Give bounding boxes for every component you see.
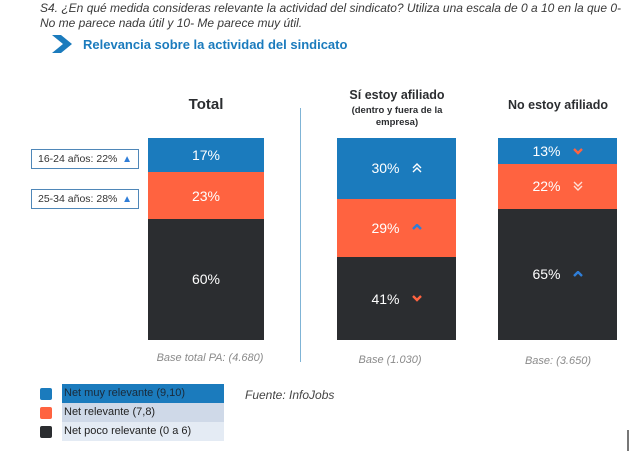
chevron-up-icon-wrap	[411, 224, 422, 231]
column-title-total: Total	[138, 97, 274, 113]
chart-subtitle: Relevancia sobre la actividad del sindic…	[52, 35, 347, 53]
age-callout-label: 25-34 años: 28%	[38, 193, 118, 205]
scrollbar-edge[interactable]	[627, 430, 629, 451]
data-label: 60%	[191, 271, 221, 288]
age-callout-label: 16-24 años: 22%	[38, 153, 118, 165]
column-title-text: Total	[188, 96, 224, 113]
chevron-down-icon	[572, 147, 583, 155]
chevron-down-icon	[411, 295, 422, 302]
chevron-up-icon	[411, 224, 422, 231]
survey-question: S4. ¿En qué medida consideras relevante …	[40, 1, 622, 30]
column-subtitle-text: (dentro y fuera de la empresa)	[351, 105, 443, 128]
legend-label: Net muy relevante (9,10)	[62, 384, 224, 403]
segment-muy-relevante: 30%	[337, 138, 456, 199]
column-title-text: No estoy afiliado	[507, 98, 609, 112]
base-label-no-afiliado: Base: (3.650)	[524, 355, 592, 367]
chevron-up-icon: ▲	[122, 153, 132, 165]
stacked-bar-no-afiliado: 13% 22% 65%	[498, 138, 617, 340]
stacked-bar-afiliado: 30% 29% 41%	[337, 138, 456, 340]
legend-item-muy-relevante[interactable]: Net muy relevante (9,10)	[40, 384, 224, 403]
base-label-total: Base total PA: (4.680)	[156, 352, 264, 364]
data-label: 13%	[532, 143, 561, 160]
chevron-up-icon: ▲	[122, 193, 132, 205]
segment-muy-relevante: 17%	[148, 138, 264, 173]
column-divider	[300, 108, 301, 362]
stacked-bar-total: 17% 23% 60%	[148, 138, 264, 340]
source-note: Fuente: InfoJobs	[245, 388, 335, 402]
column-title-afiliado: Sí estoy afiliado (dentro y fuera de la …	[317, 87, 477, 129]
segment-poco-relevante: 60%	[148, 218, 264, 340]
legend-swatch-orange	[40, 406, 52, 419]
double-chevron-up-icon	[412, 163, 422, 173]
chart-legend: Net muy relevante (9,10) Net relevante (…	[40, 384, 224, 441]
chevron-down-icon-wrap	[411, 295, 422, 302]
subtitle-text: Relevancia sobre la actividad del sindic…	[83, 36, 348, 52]
segment-poco-relevante: 41%	[337, 257, 456, 340]
double-chevron-up-icon-wrap	[412, 163, 422, 173]
chevron-right-icon	[52, 35, 72, 53]
column-title-no-afiliado: No estoy afiliado	[483, 97, 633, 113]
segment-relevante: 22%	[498, 164, 617, 209]
base-label-afiliado: Base (1.030)	[358, 354, 422, 366]
legend-label: Net poco relevante (0 a 6)	[62, 422, 224, 441]
data-label: 22%	[532, 178, 561, 195]
age-callout-25-34: 25-34 años: 28% ▲	[31, 189, 139, 209]
legend-label: Net relevante (7,8)	[62, 403, 224, 422]
chevron-down-icon-wrap	[572, 147, 583, 155]
segment-poco-relevante: 65%	[498, 208, 617, 340]
chevron-up-icon-wrap	[572, 270, 583, 278]
segment-relevante: 29%	[337, 198, 456, 258]
double-chevron-down-icon	[573, 181, 583, 192]
data-label: 17%	[191, 147, 221, 164]
legend-item-relevante[interactable]: Net relevante (7,8)	[40, 403, 224, 422]
data-label: 65%	[532, 266, 561, 283]
column-title-text: Sí estoy afiliado	[349, 88, 445, 102]
chevron-up-icon	[572, 270, 583, 277]
data-label: 30%	[371, 160, 400, 177]
legend-swatch-dark	[40, 425, 52, 438]
data-label: 29%	[371, 219, 400, 236]
legend-item-poco-relevante[interactable]: Net poco relevante (0 a 6)	[40, 422, 224, 441]
segment-relevante: 23%	[148, 172, 264, 219]
double-chevron-down-icon-wrap	[573, 181, 583, 192]
data-label: 41%	[371, 290, 400, 307]
data-label: 23%	[191, 187, 221, 204]
legend-swatch-blue	[40, 387, 52, 400]
age-callout-16-24: 16-24 años: 22% ▲	[31, 149, 139, 169]
segment-muy-relevante: 13%	[498, 138, 617, 165]
